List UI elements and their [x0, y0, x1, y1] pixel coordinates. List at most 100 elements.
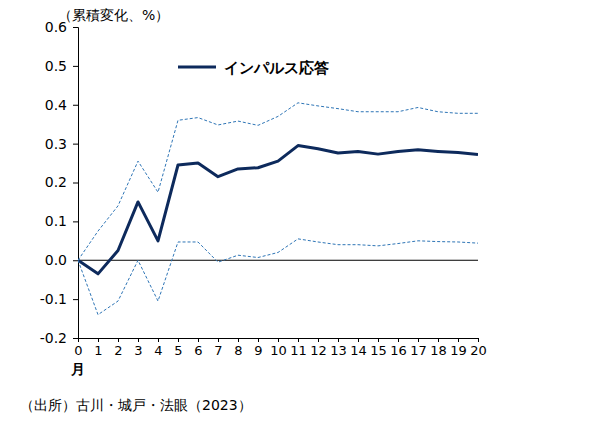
x-tick-mark — [198, 338, 199, 342]
x-tick: 8 — [234, 338, 242, 358]
y-tick-mark — [73, 183, 78, 184]
x-tick-mark — [78, 338, 79, 342]
source: （出所）古川・城戸・法眼（2023） — [20, 397, 252, 413]
y-tick-label: 0.5 — [45, 58, 67, 74]
x-tick-label: 18 — [430, 343, 447, 358]
y-tick-label: 0.4 — [45, 97, 67, 113]
x-tick-mark — [318, 338, 319, 342]
x-tick-label: 19 — [450, 343, 467, 358]
x-tick: 20 — [470, 338, 487, 358]
legend-item: インパルス応答 — [178, 59, 329, 77]
y-tick: -0.2 — [40, 330, 78, 346]
x-tick-label: 20 — [470, 343, 487, 358]
y-tick-label: 0.1 — [45, 213, 67, 229]
x-tick-label: 16 — [390, 343, 407, 358]
x-tick-label: 12 — [310, 343, 327, 358]
band-line — [78, 103, 478, 260]
band-line — [78, 239, 478, 315]
x-tick: 9 — [254, 338, 262, 358]
y-tick-mark — [73, 144, 78, 145]
x-tick: 18 — [430, 338, 447, 358]
x-tick-label: 0 — [74, 343, 82, 358]
x-tick: 0 — [74, 338, 82, 358]
y-tick: -0.1 — [40, 291, 78, 307]
x-tick: 10 — [270, 338, 287, 358]
x-tick-mark — [158, 338, 159, 342]
x-tick-mark — [478, 338, 479, 342]
x-tick-label: 10 — [270, 343, 287, 358]
x-tick-label: 14 — [350, 343, 367, 358]
x-tick-mark — [458, 338, 459, 342]
y-tick: 0.5 — [45, 58, 78, 74]
x-tick: 14 — [350, 338, 367, 358]
x-tick-mark — [138, 338, 139, 342]
x-tick: 19 — [450, 338, 467, 358]
y-axis-line — [73, 28, 79, 339]
x-tick-label: 17 — [410, 343, 427, 358]
x-tick-mark — [358, 338, 359, 342]
x-tick-mark — [178, 338, 179, 342]
series-line — [78, 146, 478, 274]
y-tick: 0.4 — [45, 97, 78, 113]
x-tick-mark — [338, 338, 339, 342]
x-tick-label: 15 — [370, 343, 387, 358]
x-tick: 15 — [370, 338, 387, 358]
y-tick: 0.2 — [45, 174, 78, 190]
x-tick: 12 — [310, 338, 327, 358]
x-tick-label: 3 — [134, 343, 142, 358]
legend-swatch — [178, 66, 216, 69]
y-tick-mark — [73, 260, 78, 261]
y-axis-title: （累積変化、%） — [58, 7, 169, 23]
y-tick: 0.3 — [45, 136, 78, 152]
x-axis-line — [79, 339, 479, 343]
chart: 0.60.50.40.30.20.10.0-0.1-0.201234567891… — [0, 0, 600, 427]
y-axis: 0.60.50.40.30.20.10.0-0.1-0.2 — [40, 19, 79, 346]
x-tick-label: 6 — [194, 343, 202, 358]
x-tick-label: 5 — [174, 343, 182, 358]
x-tick-label: 8 — [234, 343, 242, 358]
y-tick-label: 0.2 — [45, 174, 67, 190]
x-tick-mark — [238, 338, 239, 342]
x-tick-mark — [438, 338, 439, 342]
y-tick-mark — [73, 66, 78, 67]
x-tick-label: 2 — [114, 343, 122, 358]
x-tick-label: 4 — [154, 343, 162, 358]
x-tick-label: 13 — [330, 343, 347, 358]
x-tick-mark — [418, 338, 419, 342]
x-tick: 2 — [114, 338, 122, 358]
plot: 0.60.50.40.30.20.10.0-0.1-0.201234567891… — [40, 19, 487, 358]
x-tick-mark — [98, 338, 99, 342]
legend: インパルス応答 — [178, 59, 329, 77]
x-tick: 13 — [330, 338, 347, 358]
x-tick-mark — [258, 338, 259, 342]
x-tick-label: 11 — [290, 343, 307, 358]
x-tick: 6 — [194, 338, 202, 358]
lines — [78, 103, 478, 315]
x-tick: 3 — [134, 338, 142, 358]
y-tick-label: 0.3 — [45, 136, 67, 152]
x-tick: 11 — [290, 338, 307, 358]
y-tick-mark — [73, 299, 78, 300]
x-tick: 5 — [174, 338, 182, 358]
x-tick-mark — [118, 338, 119, 342]
y-tick-mark — [73, 338, 78, 339]
x-tick: 7 — [214, 338, 222, 358]
y-tick-mark — [73, 27, 78, 28]
y-tick-label: 0.0 — [45, 252, 67, 268]
x-tick-mark — [278, 338, 279, 342]
x-axis: 01234567891011121314151617181920 — [74, 338, 486, 358]
y-tick-label: -0.1 — [40, 291, 67, 307]
legend-label: インパルス応答 — [224, 59, 329, 77]
x-tick-label: 7 — [214, 343, 222, 358]
y-tick-mark — [73, 221, 78, 222]
x-tick: 1 — [94, 338, 102, 358]
x-tick-mark — [378, 338, 379, 342]
x-tick: 17 — [410, 338, 427, 358]
y-tick-label: -0.2 — [40, 330, 67, 346]
y-tick-mark — [73, 105, 78, 106]
x-tick: 16 — [390, 338, 407, 358]
x-tick-label: 9 — [254, 343, 262, 358]
y-tick: 0.0 — [45, 252, 78, 268]
x-tick: 4 — [154, 338, 162, 358]
x-tick-mark — [298, 338, 299, 342]
